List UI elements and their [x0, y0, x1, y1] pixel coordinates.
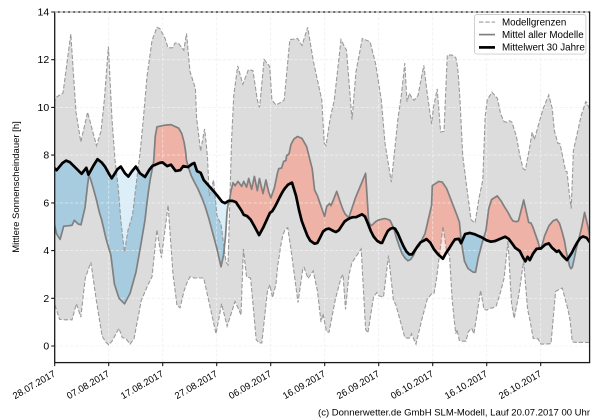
svg-text:0: 0: [43, 341, 49, 353]
svg-text:Mittel aller Modelle: Mittel aller Modelle: [502, 30, 584, 41]
svg-text:2: 2: [43, 293, 49, 305]
svg-text:4: 4: [43, 245, 49, 257]
svg-text:(c) Donnerwetter.de GmbH SLM-M: (c) Donnerwetter.de GmbH SLM-Modell, Lau…: [318, 408, 590, 419]
svg-text:12: 12: [38, 54, 50, 66]
svg-text:14: 14: [38, 7, 50, 19]
svg-text:6: 6: [43, 197, 49, 209]
svg-text:Modellgrenzen: Modellgrenzen: [502, 17, 566, 28]
svg-text:8: 8: [43, 150, 49, 162]
svg-text:Mittelwert 30 Jahre: Mittelwert 30 Jahre: [502, 43, 585, 54]
svg-text:10: 10: [38, 102, 50, 114]
svg-text:Mittlere Sonnenscheindauer [h]: Mittlere Sonnenscheindauer [h]: [11, 121, 22, 253]
